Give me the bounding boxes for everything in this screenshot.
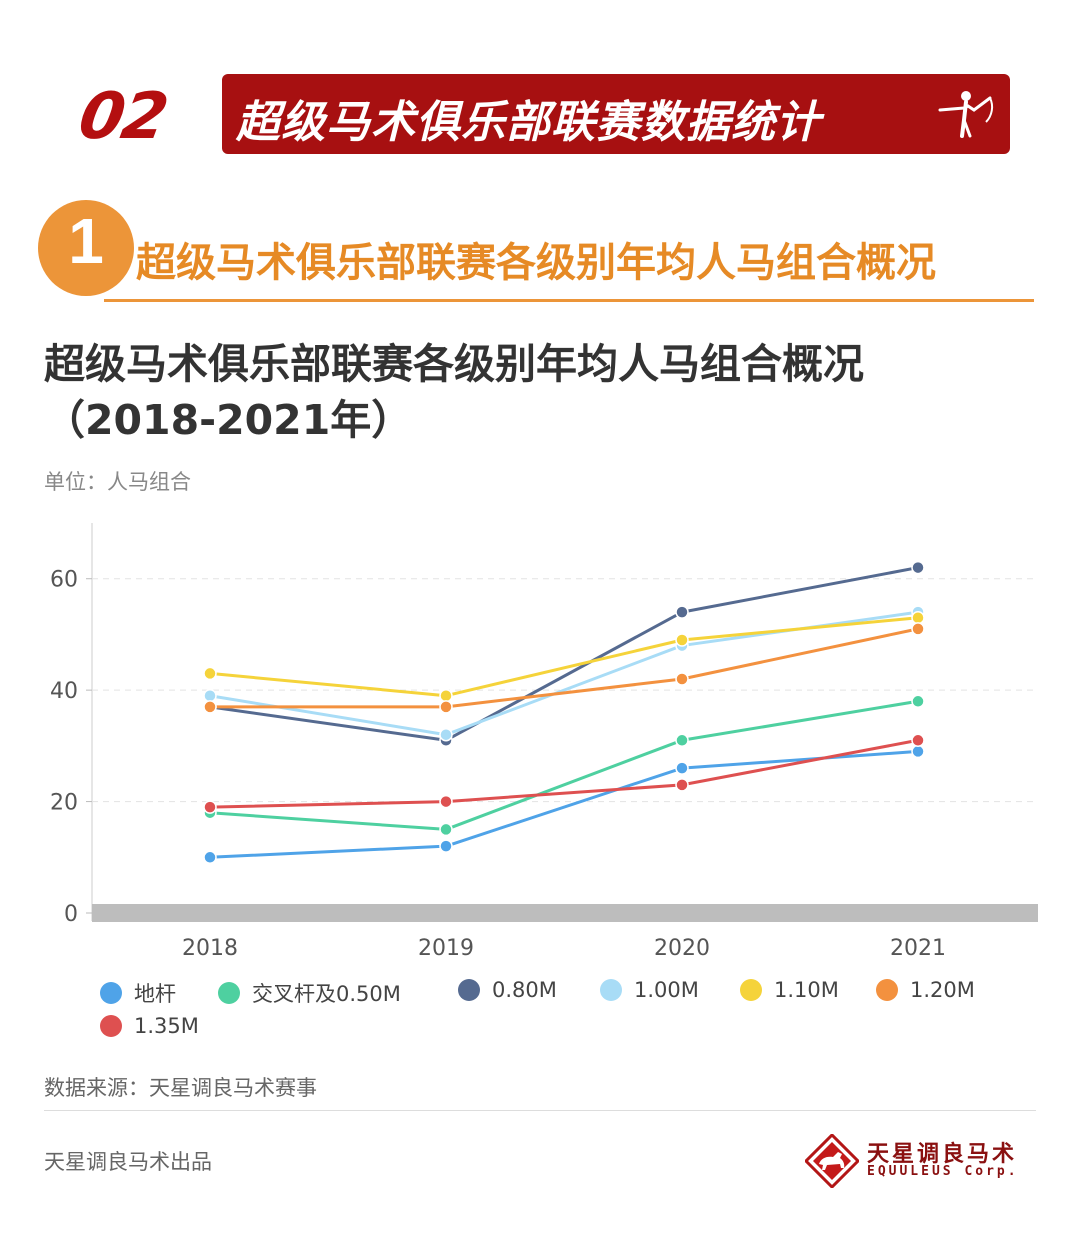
legend-label: 0.80M (492, 978, 557, 1002)
producer-credit: 天星调良马术出品 (44, 1150, 212, 1174)
data-point (911, 622, 925, 636)
legend-swatch (100, 982, 122, 1004)
section-heading: 1 超级马术俱乐部联赛各级别年均人马组合概况 (38, 200, 1034, 304)
legend-swatch (740, 979, 762, 1001)
series-line (209, 566, 919, 742)
data-point (203, 850, 217, 865)
data-point (675, 733, 689, 748)
header-title: 超级马术俱乐部联赛数据统计 (236, 97, 821, 148)
line-chart: 0 20 40 60 2018 2019 2020 2021 (50, 523, 1038, 961)
legend-item: 1.00M (600, 978, 699, 1002)
legend-item: 1.20M (876, 978, 975, 1002)
legend-item: 地杆 (100, 978, 176, 1008)
series-line (209, 699, 919, 831)
data-point (203, 688, 217, 703)
legend-item: 1.10M (740, 978, 839, 1002)
y-tick-label: 60 (50, 568, 78, 593)
data-point (439, 727, 453, 742)
data-point (203, 700, 217, 714)
y-tick-label: 20 (50, 791, 78, 816)
section-underline (104, 299, 1034, 302)
data-point (675, 778, 689, 792)
equestrian-rider-icon (938, 91, 994, 138)
horse-logo-icon (805, 1134, 859, 1188)
series-line (209, 738, 919, 809)
footer-divider (44, 1110, 1036, 1111)
brand-logo-block: 天星调良马术 EQUULEUS Corp. (805, 1134, 1035, 1190)
legend-swatch (218, 982, 240, 1004)
y-tick-label: 40 (50, 679, 78, 704)
section-number-badge: 1 (38, 200, 134, 296)
x-tick-label: 2018 (182, 936, 238, 961)
brand-name-cn: 天星调良马术 (867, 1142, 1018, 1167)
series-line (210, 627, 919, 709)
header-number: 02 (73, 80, 172, 154)
chart-unit-label: 单位：人马组合 (44, 470, 191, 494)
data-point (675, 761, 689, 775)
legend-item: 交叉杆及0.50M (218, 978, 401, 1008)
page-header: 02 超级马术俱乐部联赛数据统计 (73, 74, 1010, 154)
data-point (439, 839, 453, 853)
legend-swatch (876, 979, 898, 1001)
data-point (911, 744, 925, 759)
x-tick-label: 2019 (418, 936, 474, 961)
legend-label: 1.10M (774, 978, 839, 1002)
legend-label: 地杆 (134, 982, 176, 1006)
data-point (911, 610, 925, 625)
legend-label: 交叉杆及0.50M (252, 982, 401, 1006)
legend-swatch (100, 1015, 122, 1037)
data-point (203, 666, 217, 681)
data-point (675, 633, 689, 647)
legend-item: 0.80M (458, 978, 557, 1002)
legend-swatch (600, 979, 622, 1001)
legend-label: 1.00M (634, 978, 699, 1002)
legend-label: 1.20M (910, 978, 975, 1002)
x-axis-band (92, 904, 1038, 922)
data-point (203, 800, 217, 814)
data-point (675, 605, 689, 619)
data-source: 数据来源：天星调良马术赛事 (44, 1076, 317, 1100)
chart-title: 超级马术俱乐部联赛各级别年均人马组合概况 (44, 340, 864, 388)
chart-subtitle: （2018-2021年） (44, 396, 413, 444)
data-point (911, 560, 925, 575)
section-number: 1 (68, 205, 104, 277)
data-point (911, 733, 925, 748)
legend-swatch (458, 979, 480, 1001)
legend-label: 1.35M (134, 1014, 199, 1038)
series-line (209, 610, 919, 737)
data-point (675, 672, 689, 686)
data-point (439, 822, 453, 837)
series-line (209, 749, 919, 859)
data-point (439, 688, 453, 703)
header-banner: 超级马术俱乐部联赛数据统计 (222, 74, 1010, 154)
x-tick-label: 2021 (890, 936, 946, 961)
brand-name-en: EQUULEUS Corp. (867, 1164, 1019, 1179)
series-line (209, 616, 919, 698)
y-tick-label: 0 (64, 902, 78, 927)
data-point (439, 700, 453, 714)
data-point (439, 794, 453, 809)
legend-item: 1.35M (100, 1014, 199, 1038)
data-point (911, 694, 925, 709)
x-tick-label: 2020 (654, 936, 710, 961)
section-title: 超级马术俱乐部联赛各级别年均人马组合概况 (136, 240, 936, 286)
